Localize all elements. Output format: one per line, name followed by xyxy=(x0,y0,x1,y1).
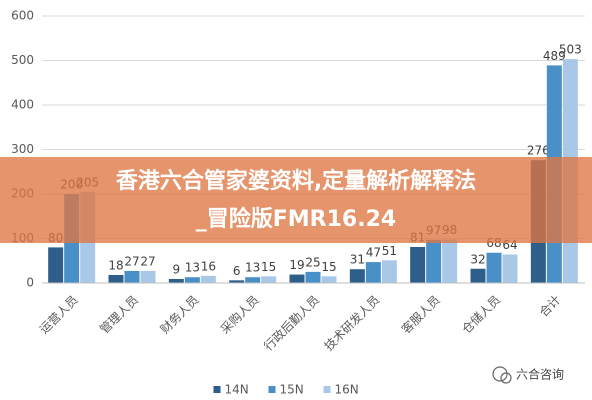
bar xyxy=(245,277,261,283)
x-tick-label: 行政后勤人员 xyxy=(261,293,322,354)
bar xyxy=(365,262,381,283)
value-label: 19 xyxy=(289,258,304,272)
value-label: 6 xyxy=(233,264,241,278)
legend-swatch xyxy=(323,386,331,393)
value-label: 276 xyxy=(527,144,550,158)
bar xyxy=(168,278,184,283)
bar xyxy=(470,268,486,283)
bar xyxy=(48,247,64,283)
legend-swatch xyxy=(268,386,276,393)
value-label: 16 xyxy=(201,259,216,273)
value-label: 15 xyxy=(321,260,336,274)
bar xyxy=(321,276,337,283)
bar xyxy=(140,270,156,283)
y-tick-label: 400 xyxy=(11,98,34,112)
value-label: 18 xyxy=(108,258,123,272)
bar xyxy=(349,269,365,283)
value-label: 47 xyxy=(366,246,381,260)
y-tick-label: 0 xyxy=(26,276,34,290)
banner xyxy=(0,157,592,243)
bar xyxy=(124,270,140,283)
legend-label: 16N xyxy=(335,383,359,397)
x-tick-label: 采购人员 xyxy=(217,292,262,337)
x-tick-label: 技术研发人员 xyxy=(321,292,383,354)
value-label: 503 xyxy=(559,43,582,57)
value-label: 27 xyxy=(124,254,139,268)
value-label: 32 xyxy=(470,252,485,266)
value-label: 489 xyxy=(543,49,566,63)
y-tick-label: 500 xyxy=(11,53,34,67)
bar xyxy=(502,254,518,283)
bar xyxy=(108,274,124,283)
bar xyxy=(229,280,245,283)
value-label: 13 xyxy=(185,261,200,275)
bar xyxy=(305,271,321,283)
banner-line: 香港六合管家婆资料,定量解析解释法 xyxy=(116,168,476,194)
bar xyxy=(200,275,216,283)
bar xyxy=(381,260,397,283)
y-tick-label: 600 xyxy=(11,9,34,23)
legend-label: 14N xyxy=(225,383,249,397)
legend: 14N 15N 16N xyxy=(213,383,359,397)
x-tick-label: 财务人员 xyxy=(157,292,202,337)
bar xyxy=(410,246,426,283)
watermark-icon xyxy=(492,366,512,384)
banner-line: _冒险版FMR16.24 xyxy=(196,206,396,232)
bar xyxy=(442,239,458,283)
value-label: 13 xyxy=(245,261,260,275)
x-tick-label: 仓储人员 xyxy=(459,292,504,337)
value-label: 15 xyxy=(261,260,276,274)
x-tick-label: 运营人员 xyxy=(37,293,81,337)
value-label: 25 xyxy=(305,255,320,269)
value-label: 31 xyxy=(350,253,365,267)
bar xyxy=(261,276,277,283)
value-label: 51 xyxy=(382,244,397,258)
x-tick-label: 客服人员 xyxy=(398,292,443,337)
bar xyxy=(426,239,442,283)
y-tick-label: 300 xyxy=(11,142,34,156)
bar xyxy=(184,277,200,283)
value-label: 9 xyxy=(173,262,181,276)
legend-swatch xyxy=(213,386,221,393)
x-tick-label: 管理人员 xyxy=(97,292,142,337)
x-tick-label: 合计 xyxy=(536,292,564,320)
bar xyxy=(486,252,502,283)
bar xyxy=(289,274,305,283)
watermark: 六合咨询 xyxy=(516,367,564,382)
value-label: 27 xyxy=(140,254,155,268)
legend-label: 15N xyxy=(280,383,304,397)
